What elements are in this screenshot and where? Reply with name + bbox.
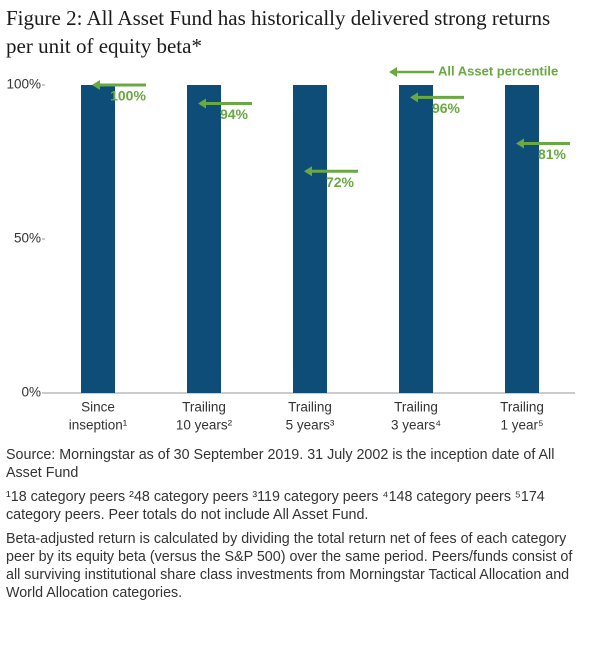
bar bbox=[293, 85, 327, 393]
value-label: 96% bbox=[432, 100, 461, 116]
x-tick-label: Trailing bbox=[394, 400, 438, 415]
bar bbox=[399, 85, 433, 393]
arrow-head bbox=[198, 98, 206, 109]
arrow-head bbox=[304, 166, 312, 177]
x-tick-label: Trailing bbox=[182, 400, 226, 415]
arrow-head bbox=[410, 92, 418, 103]
x-tick-label: 1 year⁵ bbox=[500, 418, 543, 433]
x-tick-label: 5 years³ bbox=[286, 418, 335, 433]
bar bbox=[187, 85, 221, 393]
x-tick-label: inseption¹ bbox=[69, 418, 128, 433]
notes: Source: Morningstar as of 30 September 2… bbox=[6, 446, 584, 608]
x-tick-label: Trailing bbox=[288, 400, 332, 415]
value-label: 81% bbox=[538, 146, 567, 162]
value-label: 100% bbox=[110, 88, 146, 104]
y-tick-label: 100% bbox=[6, 77, 41, 92]
note: ¹18 category peers ²48 category peers ³1… bbox=[6, 489, 545, 523]
x-tick-label: Since bbox=[81, 400, 115, 415]
arrow-head bbox=[92, 80, 100, 90]
chart: 0% 50% 100% Since inseption¹ 100% Trailing 10 y… bbox=[6, 63, 575, 433]
legend-arrow bbox=[389, 67, 397, 77]
chart-title: Figure 2: All Asset Fund has historicall… bbox=[6, 6, 551, 58]
y-tick-label: 50% bbox=[14, 231, 41, 246]
legend-label: All Asset percentile bbox=[438, 63, 558, 78]
bar bbox=[81, 85, 115, 393]
note: Beta-adjusted return is calculated by di… bbox=[6, 531, 573, 601]
x-tick-label: Trailing bbox=[500, 400, 544, 415]
bar bbox=[505, 85, 539, 393]
y-tick-label: 0% bbox=[21, 385, 41, 400]
x-tick-label: 3 years⁴ bbox=[391, 418, 441, 433]
arrow-head bbox=[516, 138, 524, 149]
note: Source: Morningstar as of 30 September 2… bbox=[6, 447, 555, 481]
x-tick-label: 10 years² bbox=[176, 418, 233, 433]
value-label: 94% bbox=[220, 106, 249, 122]
value-label: 72% bbox=[326, 174, 355, 190]
